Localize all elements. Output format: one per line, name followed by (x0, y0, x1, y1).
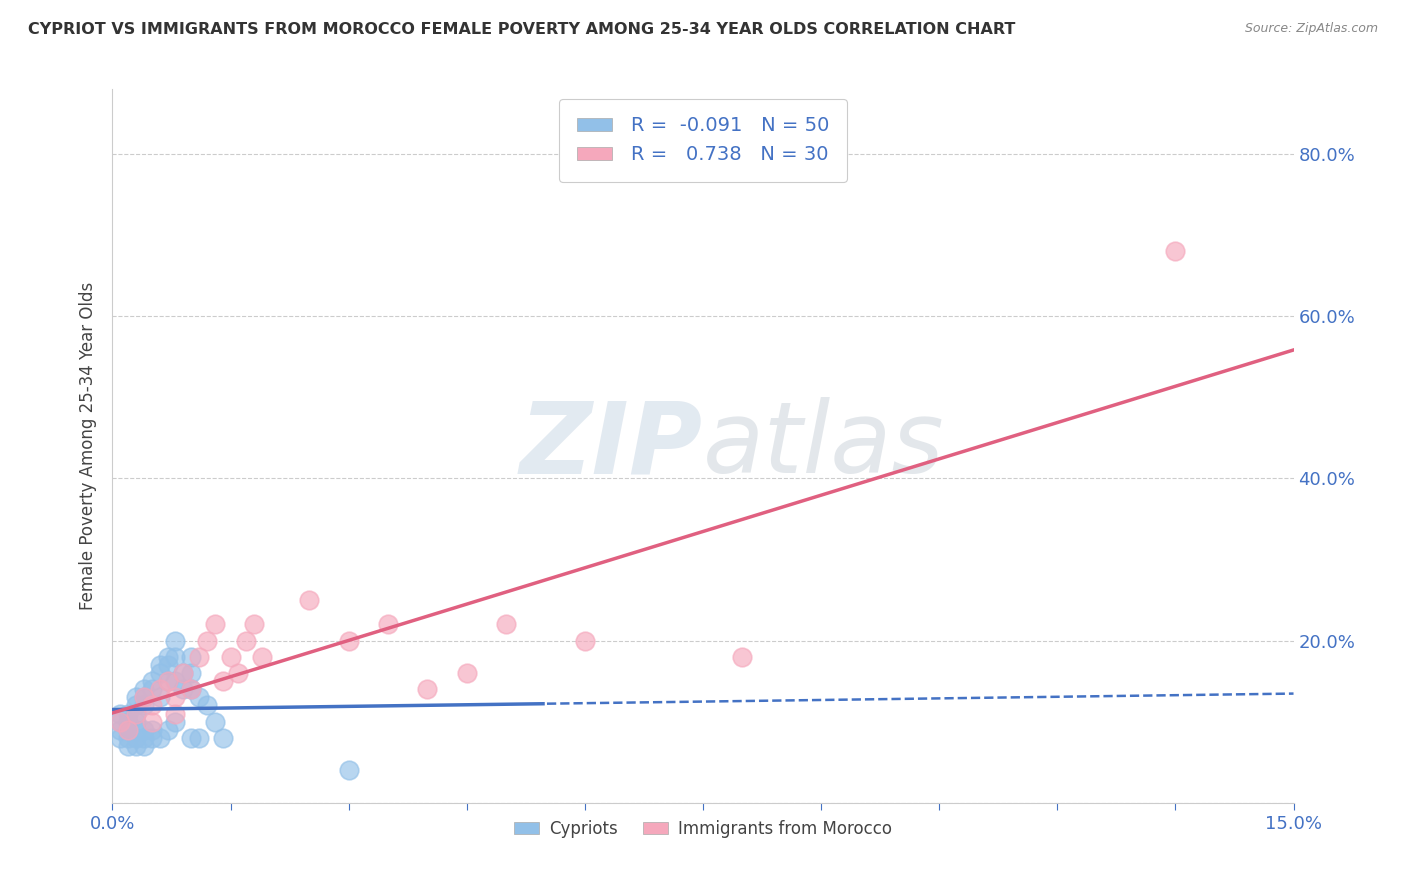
Point (337, 633, 360, 648)
Point (125, 698, 148, 713)
Point (180, 731, 202, 745)
Point (172, 682, 194, 697)
Point (117, 739, 139, 753)
Point (180, 666, 202, 681)
Point (125, 723, 148, 737)
Point (149, 666, 172, 681)
Point (211, 674, 233, 689)
Point (377, 617, 399, 632)
Point (250, 649, 273, 664)
Point (149, 657, 172, 672)
Point (132, 690, 155, 705)
Text: ZIP: ZIP (520, 398, 703, 494)
Point (188, 690, 211, 705)
Point (165, 706, 187, 721)
Point (416, 682, 439, 697)
Point (141, 698, 163, 713)
Point (125, 706, 148, 721)
Point (117, 723, 139, 737)
Point (195, 633, 218, 648)
Point (235, 633, 257, 648)
Point (337, 764, 360, 778)
Point (180, 682, 202, 697)
Point (110, 714, 132, 729)
Point (110, 723, 132, 737)
Point (204, 617, 226, 632)
Point (141, 714, 163, 729)
Point (125, 706, 148, 721)
Point (731, 649, 754, 664)
Text: atlas: atlas (703, 398, 945, 494)
Point (172, 666, 194, 681)
Point (188, 731, 211, 745)
Point (141, 674, 163, 689)
Text: Source: ZipAtlas.com: Source: ZipAtlas.com (1244, 22, 1378, 36)
Point (117, 714, 139, 729)
Point (165, 690, 187, 705)
Point (141, 731, 163, 745)
Point (149, 731, 172, 745)
Point (1164, 244, 1187, 259)
Point (132, 739, 155, 753)
Point (110, 706, 132, 721)
Legend: Cypriots, Immigrants from Morocco: Cypriots, Immigrants from Morocco (508, 814, 898, 845)
Point (165, 633, 187, 648)
Point (132, 690, 155, 705)
Point (228, 666, 250, 681)
Y-axis label: Female Poverty Among 25-34 Year Olds: Female Poverty Among 25-34 Year Olds (79, 282, 97, 610)
Point (141, 682, 163, 697)
Point (117, 706, 139, 721)
Point (574, 633, 596, 648)
Point (195, 698, 218, 713)
Point (172, 666, 194, 681)
Point (165, 714, 187, 729)
Point (117, 731, 139, 745)
Point (132, 723, 155, 737)
Point (125, 739, 148, 753)
Point (180, 682, 202, 697)
Point (132, 731, 155, 745)
Point (125, 731, 148, 745)
Point (156, 649, 179, 664)
Point (456, 666, 478, 681)
Point (204, 714, 226, 729)
Point (132, 682, 155, 697)
Point (156, 657, 179, 672)
Point (495, 617, 517, 632)
Point (110, 731, 132, 745)
Point (156, 723, 179, 737)
Point (149, 682, 172, 697)
Point (219, 649, 242, 664)
Point (125, 714, 148, 729)
Point (132, 698, 155, 713)
Point (298, 593, 321, 607)
Point (141, 723, 163, 737)
Point (180, 649, 202, 664)
Point (211, 731, 233, 745)
Point (156, 674, 179, 689)
Point (188, 649, 211, 664)
Point (117, 723, 139, 737)
Point (165, 649, 187, 664)
Point (165, 674, 187, 689)
Point (110, 714, 132, 729)
Text: CYPRIOT VS IMMIGRANTS FROM MOROCCO FEMALE POVERTY AMONG 25-34 YEAR OLDS CORRELAT: CYPRIOT VS IMMIGRANTS FROM MOROCCO FEMAL… (28, 22, 1015, 37)
Point (125, 690, 148, 705)
Point (243, 617, 266, 632)
Point (156, 674, 179, 689)
Point (149, 690, 172, 705)
